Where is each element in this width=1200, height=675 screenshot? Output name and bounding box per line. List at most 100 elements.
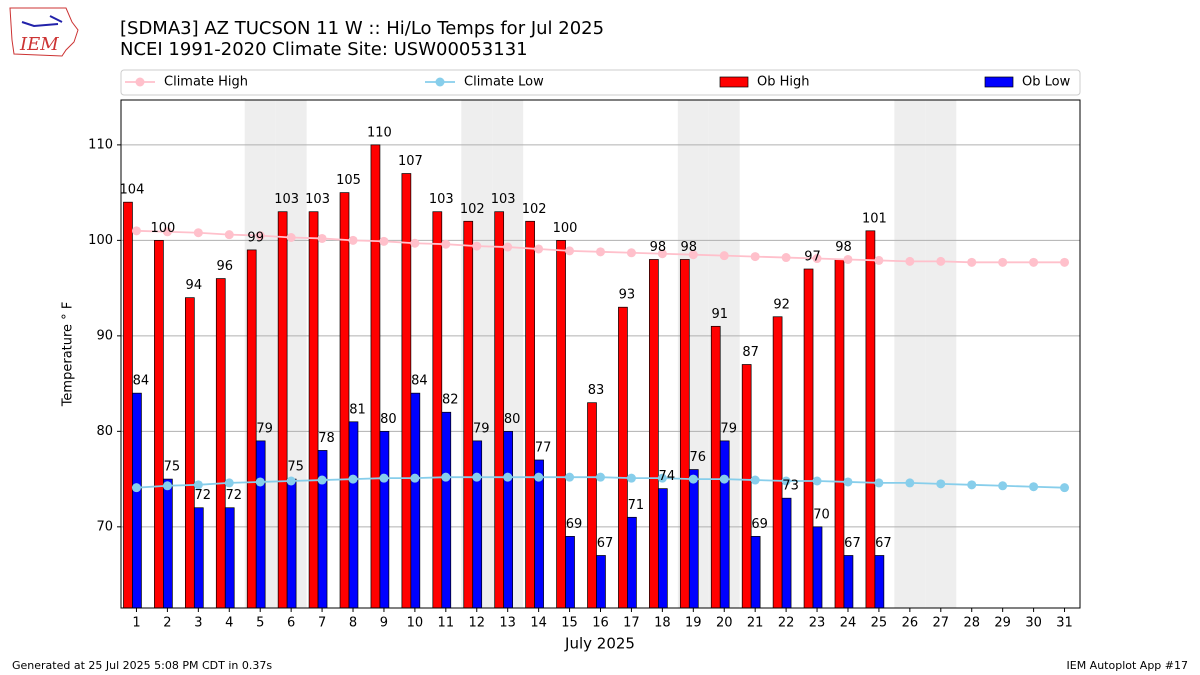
- x-tick-label: 6: [287, 616, 295, 631]
- marker: [317, 233, 327, 243]
- bar: [154, 240, 164, 609]
- marker: [162, 227, 172, 237]
- marker: [781, 253, 791, 263]
- chart-subtitle: NCEI 1991-2020 Climate Site: USW00053131: [120, 39, 528, 60]
- bar: [277, 211, 288, 609]
- y-tick-label: 110: [88, 137, 113, 152]
- legend-marker: [135, 77, 145, 87]
- data-label: 93: [619, 288, 636, 303]
- x-tick-label: 13: [499, 616, 516, 631]
- legend-label: Climate High: [164, 75, 248, 90]
- y-tick-label: 80: [96, 424, 113, 439]
- bar: [587, 402, 597, 609]
- x-tick-label: 19: [685, 616, 702, 631]
- data-label: 83: [588, 383, 605, 398]
- marker: [1060, 257, 1070, 267]
- bar: [224, 507, 235, 609]
- data-label: 79: [473, 421, 490, 436]
- weekend-shade: [925, 100, 957, 608]
- marker: [317, 475, 327, 485]
- data-label: 80: [504, 412, 521, 427]
- x-tick-label: 1: [132, 616, 140, 631]
- x-tick-label: 23: [809, 616, 826, 631]
- x-tick-label: 24: [840, 616, 857, 631]
- marker: [193, 480, 203, 490]
- x-tick-label: 27: [933, 616, 950, 631]
- x-tick-label: 9: [380, 616, 388, 631]
- marker: [626, 248, 636, 258]
- x-tick-label: 11: [438, 616, 455, 631]
- data-label: 101: [862, 211, 887, 226]
- bar: [308, 211, 319, 609]
- bar: [565, 536, 575, 609]
- marker: [1060, 483, 1070, 493]
- chart-title: [SDMA3] AZ TUCSON 11 W :: Hi/Lo Temps fo…: [120, 18, 604, 39]
- marker: [565, 472, 575, 482]
- y-axis-label: Temperature ° F: [61, 302, 76, 408]
- marker: [596, 472, 605, 482]
- x-tick-label: 25: [871, 616, 888, 631]
- data-label: 84: [411, 374, 428, 389]
- bar: [649, 259, 659, 609]
- legend-label: Ob High: [757, 75, 810, 90]
- y-tick-label: 90: [96, 328, 113, 343]
- legend-marker: [435, 77, 445, 87]
- data-label: 100: [553, 221, 578, 236]
- data-label: 91: [711, 307, 728, 322]
- bar: [781, 497, 792, 609]
- bar: [472, 440, 483, 609]
- data-label: 74: [659, 469, 676, 484]
- data-label: 110: [367, 125, 392, 140]
- x-tick-label: 29: [994, 616, 1011, 631]
- data-label: 103: [305, 192, 330, 207]
- marker: [626, 473, 636, 483]
- marker: [719, 474, 729, 484]
- data-label: 67: [597, 536, 614, 551]
- bar: [286, 478, 297, 609]
- bar: [525, 220, 535, 609]
- data-label: 99: [247, 230, 264, 245]
- data-label: 102: [460, 202, 485, 217]
- data-label: 97: [804, 250, 821, 265]
- data-label: 75: [164, 460, 181, 475]
- x-tick-label: 17: [623, 616, 640, 631]
- bar: [132, 392, 142, 609]
- data-label: 92: [773, 297, 790, 312]
- bar: [803, 268, 814, 609]
- legend-label: Climate Low: [464, 75, 544, 90]
- x-tick-label: 26: [902, 616, 919, 631]
- logo: IEM: [9, 7, 79, 57]
- bar: [503, 430, 513, 609]
- marker: [688, 474, 698, 484]
- bar: [679, 259, 690, 609]
- marker: [688, 250, 698, 260]
- bar: [494, 211, 505, 609]
- marker: [379, 473, 389, 483]
- x-tick-label: 5: [256, 616, 264, 631]
- data-label: 84: [133, 374, 150, 389]
- data-label: 71: [628, 498, 645, 513]
- marker: [255, 231, 265, 241]
- bar: [193, 507, 204, 609]
- marker: [967, 480, 977, 490]
- bar: [834, 259, 845, 609]
- bar: [463, 220, 474, 609]
- bar: [379, 430, 390, 609]
- bar: [750, 536, 761, 609]
- marker: [843, 477, 853, 487]
- bar: [812, 526, 823, 609]
- bar: [865, 230, 876, 609]
- plot-frame: [120, 99, 1081, 609]
- marker: [596, 247, 605, 257]
- y-tick-label: 70: [96, 519, 113, 534]
- bar: [163, 478, 173, 609]
- legend-swatch: [984, 76, 1014, 88]
- marker: [936, 256, 946, 266]
- marker: [503, 472, 513, 482]
- data-label: 72: [225, 488, 242, 503]
- marker: [750, 252, 760, 262]
- x-tick-label: 12: [468, 616, 485, 631]
- marker: [534, 244, 544, 254]
- x-tick-label: 10: [407, 616, 424, 631]
